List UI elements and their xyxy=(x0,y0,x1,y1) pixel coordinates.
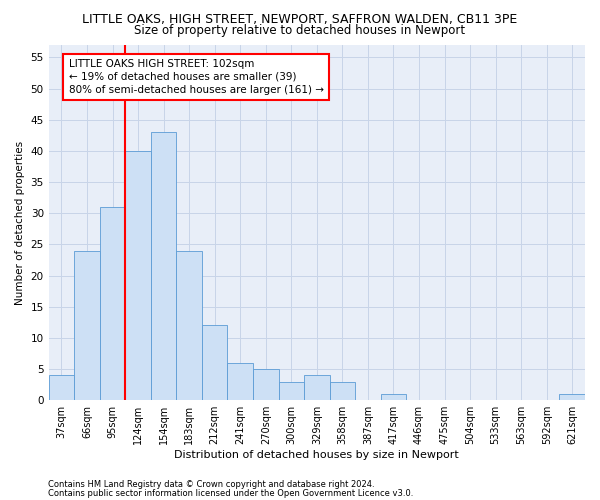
Bar xyxy=(227,363,253,400)
Bar xyxy=(125,151,151,400)
Bar xyxy=(253,369,278,400)
Bar xyxy=(380,394,406,400)
Bar xyxy=(278,382,304,400)
X-axis label: Distribution of detached houses by size in Newport: Distribution of detached houses by size … xyxy=(175,450,459,460)
Bar xyxy=(176,250,202,400)
Y-axis label: Number of detached properties: Number of detached properties xyxy=(15,140,25,304)
Text: LITTLE OAKS HIGH STREET: 102sqm
← 19% of detached houses are smaller (39)
80% of: LITTLE OAKS HIGH STREET: 102sqm ← 19% of… xyxy=(68,58,323,95)
Bar xyxy=(329,382,355,400)
Bar xyxy=(74,250,100,400)
Text: Contains HM Land Registry data © Crown copyright and database right 2024.: Contains HM Land Registry data © Crown c… xyxy=(48,480,374,489)
Bar xyxy=(100,207,125,400)
Bar xyxy=(559,394,585,400)
Text: Contains public sector information licensed under the Open Government Licence v3: Contains public sector information licen… xyxy=(48,489,413,498)
Bar xyxy=(151,132,176,400)
Bar xyxy=(49,376,74,400)
Text: Size of property relative to detached houses in Newport: Size of property relative to detached ho… xyxy=(134,24,466,37)
Bar xyxy=(202,326,227,400)
Bar xyxy=(304,376,329,400)
Text: LITTLE OAKS, HIGH STREET, NEWPORT, SAFFRON WALDEN, CB11 3PE: LITTLE OAKS, HIGH STREET, NEWPORT, SAFFR… xyxy=(82,12,518,26)
